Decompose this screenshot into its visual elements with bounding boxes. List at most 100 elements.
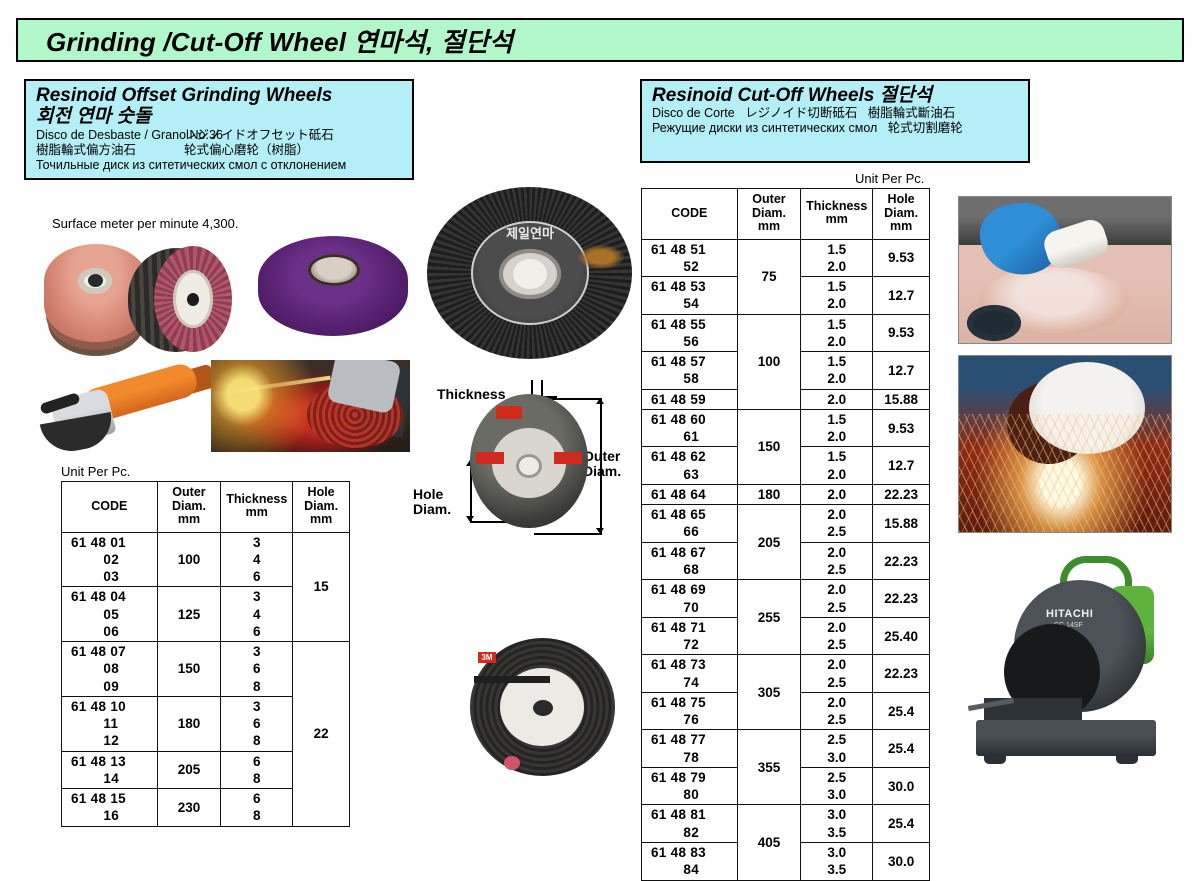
cell-thickness: 3 4 6 bbox=[220, 531, 294, 588]
right-section-line-es: Disco de Corte bbox=[652, 105, 735, 120]
3m-thin-cut-off-disc-photo: 3M bbox=[470, 638, 615, 778]
thin-disc-label-band bbox=[474, 676, 550, 683]
cell-hole-diam: 22.23 bbox=[872, 541, 930, 581]
table-row: 61 48 04 05 06 125 3 4 6 bbox=[61, 586, 350, 643]
cell-code: 61 48 57 58 bbox=[641, 351, 738, 390]
cell-thickness: 1.5 2.0 bbox=[800, 446, 874, 485]
cell-outer-diam: 205 bbox=[156, 750, 222, 790]
cell-outer-diam: 305 bbox=[736, 654, 802, 731]
cell-code: 61 48 64 bbox=[641, 483, 738, 506]
3m-label-red-band-right bbox=[554, 452, 582, 464]
cell-thickness: 1.5 2.0 bbox=[800, 351, 874, 390]
hitachi-carry-handle bbox=[1060, 556, 1132, 590]
cell-outer-diam: 255 bbox=[736, 579, 802, 656]
cell-code: 61 48 75 76 bbox=[641, 691, 738, 731]
thickness-arrow-right bbox=[543, 396, 557, 398]
cell-code: 61 48 60 61 bbox=[641, 408, 738, 448]
cell-code: 61 48 65 66 bbox=[641, 504, 738, 543]
flap-disc-stack-photo bbox=[42, 238, 232, 363]
thin-disc-center-hole bbox=[533, 700, 553, 716]
hitachi-foot-left bbox=[984, 754, 1006, 764]
cell-outer-diam: 355 bbox=[736, 729, 802, 806]
cell-outer-diam: 180 bbox=[736, 483, 802, 506]
cell-thickness: 1.5 2.0 bbox=[800, 276, 874, 315]
left-section-title-en: Resinoid Offset Grinding Wheels bbox=[36, 85, 333, 106]
cell-thickness: 6 8 bbox=[220, 750, 294, 790]
grinding-sparks-photo bbox=[211, 360, 410, 452]
cut-off-wheels-spec-table: CODE Outer Diam. mm Thickness mm Hole Di… bbox=[641, 188, 930, 881]
header-outer-diam: Outer Diam. mm bbox=[156, 481, 222, 533]
angle-grinder-photo bbox=[38, 362, 213, 454]
cell-outer-diam: 100 bbox=[156, 531, 222, 588]
cell-hole-diam: 9.53 bbox=[872, 238, 930, 278]
cell-thickness: 2.0 2.5 bbox=[800, 541, 874, 581]
cell-code: 61 48 77 78 bbox=[641, 729, 738, 768]
header-thickness: Thickness mm bbox=[800, 188, 874, 240]
table-row: 61 48 64 180 2.0 22.23 bbox=[641, 483, 930, 506]
left-section-line-cn2: 轮式偏心磨轮（树脂） bbox=[184, 143, 310, 158]
left-section-line-es: Disco de Desbaste / Grano No.36 bbox=[36, 127, 223, 142]
table-row: 61 48 62 63 1.5 2.0 12.7 bbox=[641, 446, 930, 485]
left-section-line-cn1: 樹脂輪式偏方油石 bbox=[36, 143, 137, 158]
left-table-body: 61 48 01 02 03 100 3 4 6 15 61 48 04 05 06 12… bbox=[61, 531, 350, 827]
header-hole-diam: Hole Diam. mm bbox=[292, 481, 350, 533]
surface-meter-note: Surface meter per minute 4,300. bbox=[52, 216, 239, 231]
thin-disc-seal-icon bbox=[504, 756, 520, 770]
cell-code: 61 48 69 70 bbox=[641, 579, 738, 618]
cell-outer-diam: 180 bbox=[156, 695, 222, 752]
outer-diam-arrow-down bbox=[596, 528, 604, 534]
cell-code: 61 48 62 63 bbox=[641, 446, 738, 485]
table-row: 61 48 69 70 255 2.0 2.5 22.23 bbox=[641, 579, 930, 656]
cell-thickness: 1.5 2.0 bbox=[800, 408, 874, 448]
right-section-line-1: Disco de Corte レジノイド切断砥石 樹脂輪式斷油石 bbox=[652, 106, 1020, 121]
cell-hole-diam: 30.0 bbox=[872, 766, 930, 806]
cell-thickness: 2.5 3.0 bbox=[800, 766, 874, 806]
big-wheel-center-hole bbox=[513, 259, 547, 289]
outer-diam-bottom-tick bbox=[534, 533, 602, 535]
cell-outer-diam: 230 bbox=[156, 788, 222, 827]
cell-outer-diam: 100 bbox=[736, 313, 802, 410]
grinder-guard bbox=[39, 411, 117, 454]
right-table-body: 61 48 51 52 75 1.5 2.0 9.53 61 48 53 54 1.5 2… bbox=[641, 238, 930, 881]
outer-diam-arrow-up bbox=[596, 398, 604, 404]
cell-hole-diam: 25.4 bbox=[872, 729, 930, 768]
table-row: 61 48 67 68 2.0 2.5 22.23 bbox=[641, 541, 930, 581]
right-section-line-ru: Режущие диски из синтетических смол bbox=[652, 121, 878, 136]
3m-logo-icon bbox=[496, 406, 522, 419]
cell-code: 61 48 51 52 bbox=[641, 238, 738, 278]
cell-thickness: 3 4 6 bbox=[220, 586, 294, 643]
cell-code: 61 48 15 16 bbox=[61, 788, 158, 827]
cell-hole-diam: 25.40 bbox=[872, 616, 930, 656]
cell-outer-diam: 125 bbox=[156, 586, 222, 643]
wet-cutting-spare-disc bbox=[967, 305, 1021, 341]
thin-disc-3m-logo-icon: 3M bbox=[478, 652, 496, 663]
table-row: 61 48 57 58 1.5 2.0 12.7 bbox=[641, 351, 930, 390]
korean-cut-off-wheel-photo: 제일연마 bbox=[427, 187, 632, 362]
cell-hole-diam: 25.4 bbox=[872, 804, 930, 843]
table-row: 61 48 77 78 355 2.5 3.0 25.4 bbox=[641, 729, 930, 806]
thickness-dimension-label: Thickness bbox=[437, 386, 506, 402]
cell-code: 61 48 53 54 bbox=[641, 276, 738, 315]
hole-diam-measure-line bbox=[470, 460, 472, 522]
table-row: 61 48 53 54 1.5 2.0 12.7 bbox=[641, 276, 930, 315]
right-section-line-jp: レジノイド切断砥石 bbox=[745, 105, 858, 120]
grinding-wheels-spec-table: CODE Outer Diam. mm Thickness mm Hole Di… bbox=[61, 481, 350, 827]
spark-streak bbox=[211, 375, 331, 397]
big-wheel-rust-mark bbox=[578, 245, 624, 269]
cell-thickness: 2.0 2.5 bbox=[800, 654, 874, 693]
right-section-title-kr: 절단석 bbox=[879, 85, 933, 106]
cell-hole-diam: 15.88 bbox=[872, 504, 930, 543]
outer-diam-dimension-label: Outer Diam. bbox=[583, 448, 622, 480]
cell-code: 61 48 79 80 bbox=[641, 766, 738, 806]
right-section-title: Resinoid Cut-Off Wheels 절단석 bbox=[652, 86, 1020, 106]
cell-thickness: 1.5 2.0 bbox=[800, 313, 874, 353]
3m-wheel-center-hole bbox=[516, 454, 542, 478]
purple-flap-wheel-photo bbox=[258, 232, 408, 344]
flap-disc-c bbox=[154, 246, 232, 352]
cell-hole-diam: 12.7 bbox=[872, 276, 930, 315]
left-section-line-es-jp: Disco de Desbaste / Grano No.36 レジノイドオフセ… bbox=[36, 128, 404, 143]
left-section-line-cn: 樹脂輪式偏方油石 轮式偏心磨轮（树脂） bbox=[36, 143, 404, 158]
table-row: 61 48 81 82 405 3.0 3.5 25.4 bbox=[641, 804, 930, 881]
cell-hole-diam: 22.23 bbox=[872, 579, 930, 618]
cell-hole-diam: 22.23 bbox=[872, 654, 930, 693]
